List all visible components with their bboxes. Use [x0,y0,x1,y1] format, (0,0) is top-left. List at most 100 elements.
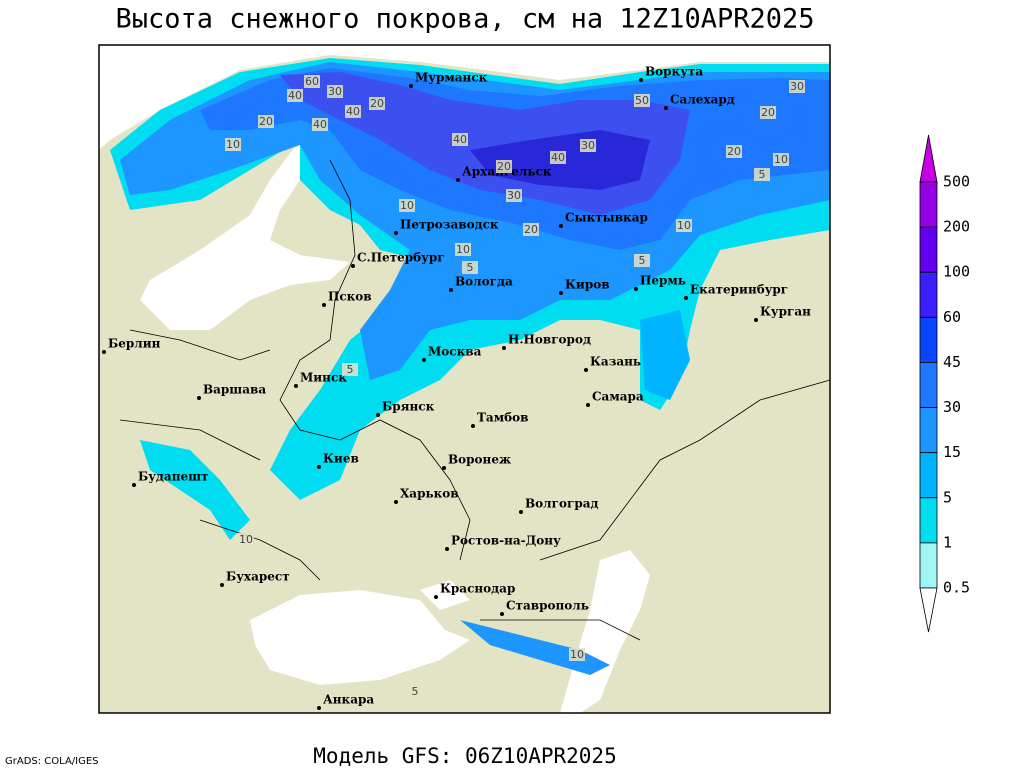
city-dot [500,612,504,616]
credit: GrADS: COLA/IGES [5,756,99,767]
contour-label: 30 [790,80,804,93]
city-label: Салехард [670,93,735,107]
city-dot [519,510,523,514]
colorbar-label: 1 [943,533,952,551]
city-dot [322,303,326,307]
contour-label: 20 [370,97,384,110]
contour-label-bg [506,189,522,202]
city-label: Харьков [400,487,459,501]
colorbar-box [919,452,938,499]
contour-label-bg [225,138,241,151]
baltic-sea [140,130,350,330]
contour-label-bg [760,106,776,119]
city-dot [434,595,438,599]
colorbar-label: 30 [943,398,961,416]
colorbar-label: 0.5 [943,579,970,597]
city-dot [559,291,563,295]
colorbar-box [919,181,938,228]
contour-label-bg [789,80,805,93]
contour-label-bg [452,133,468,146]
city-label: Самара [592,390,644,404]
city-label: Краснодар [440,582,515,596]
contour-label-bg [726,145,742,158]
contour-label: 10 [456,243,470,256]
contour-label-bg [455,243,471,256]
colorbar-box [919,362,938,408]
city-label: Казань [590,355,641,369]
contour-label: 20 [761,106,775,119]
city-label: Н.Новгород [508,333,591,347]
contour-label-bg [287,89,303,102]
snow-ural-south [640,310,690,400]
contour-label: 10 [226,138,240,151]
contour-label: 5 [412,685,419,698]
colorbar-box [919,226,938,273]
city-dot [220,583,224,587]
colorbar-label: 60 [943,308,961,326]
black-sea [250,590,470,685]
city-dot [584,368,588,372]
city-label: Ставрополь [506,599,589,613]
colorbar-label: 5 [943,488,952,506]
contour-label: 40 [288,89,302,102]
city-dot [664,106,668,110]
arctic-ocean [99,45,830,150]
contour-label-bg [238,533,254,546]
city-label: Псков [328,290,372,304]
contour-label-bg [634,254,650,267]
city-label: Киев [323,452,359,466]
city-dot [409,84,413,88]
contour-label-bg [304,75,320,88]
city-dot [559,224,563,228]
city-dot [445,547,449,551]
city-dot [132,483,136,487]
city-label: Сыктывкар [565,211,648,225]
city-label: Волгоград [525,497,598,511]
contour-label: 60 [305,75,319,88]
colorbar-box [919,497,938,544]
contour-label: 5 [759,168,766,181]
contour-label: 40 [313,118,327,131]
city-label: Курган [760,305,811,319]
city-dot [754,318,758,322]
city-label: Пермь [640,274,686,288]
city-label: Тамбов [477,411,528,425]
city-dot [449,288,453,292]
city-label: Анкара [323,693,374,707]
colorbar-label: 45 [943,353,961,371]
city-label: Екатеринбург [690,283,788,297]
city-label: Берлин [108,337,161,351]
city-dot [394,231,398,235]
contour-label-bg [399,199,415,212]
city-label: Минск [300,371,347,385]
city-dot [376,413,380,417]
contour-label: 5 [467,261,474,274]
contour-label: 20 [497,160,511,173]
city-label: Варшава [203,383,266,397]
colorbar-label: 100 [943,263,970,281]
contour-label-bg [258,115,274,128]
city-dot [639,78,643,82]
city-dot [317,465,321,469]
contour-label: 10 [570,648,584,661]
colorbar-box [919,316,938,363]
city-dot [442,466,446,470]
contour-label: 40 [453,133,467,146]
contour-label-bg [550,151,566,164]
borders [119,159,830,641]
colorbar-box [919,271,938,318]
contour-label-bg [580,139,596,152]
contour-label: 10 [774,153,788,166]
city-dot [422,358,426,362]
contour-label: 10 [400,199,414,212]
city-label: Воркута [645,65,703,79]
contour-label-bg [773,153,789,166]
city-dot [394,500,398,504]
contour-label-bg [634,94,650,107]
contour-label-bg [345,105,361,118]
contour-label: 20 [259,115,273,128]
city-dot [586,403,590,407]
map-frame [98,44,831,714]
colorbar-box [919,542,938,589]
city-dot [634,287,638,291]
